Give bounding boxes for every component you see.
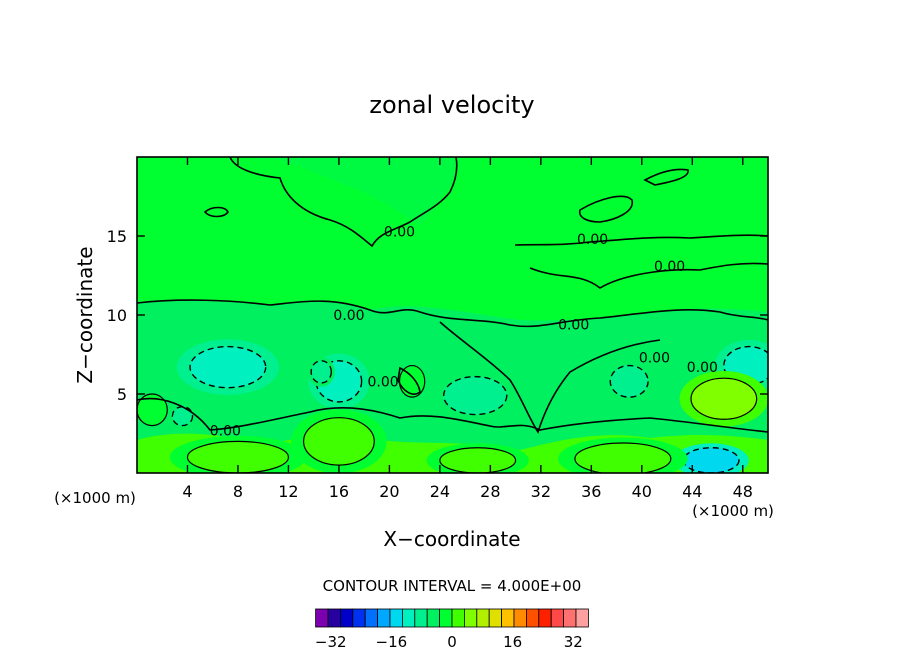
contour-line-loop-4 <box>397 366 421 395</box>
x-tick-label: 48 <box>733 482 753 501</box>
contour-line-middle-right <box>529 262 768 289</box>
contour-label: 0.00 <box>639 351 670 367</box>
contour-region-12 <box>137 393 168 427</box>
x-tick-label: 28 <box>480 482 500 501</box>
contour-lines <box>137 157 768 434</box>
contour-region-7 <box>302 417 375 466</box>
y-axis: 5 10 15 <box>107 227 768 404</box>
colorbar-swatch <box>414 608 428 628</box>
contour-region-11 <box>171 405 194 427</box>
x-tick-label: 44 <box>682 482 702 501</box>
colorbar-swatch <box>476 608 490 628</box>
contour-label: 0.00 <box>687 360 718 376</box>
contour-labels: 0.00 0.00 0.00 0.00 0.00 0.00 0.00 0.00 0.00 <box>210 224 718 439</box>
x-units-right: (×1000 m) <box>692 502 774 520</box>
x-tick-label: 12 <box>278 482 298 501</box>
y-tick-label: 15 <box>107 227 127 246</box>
colorbar-tick-label: 16 <box>503 633 522 651</box>
contour-label: 0.00 <box>558 317 589 333</box>
colorbar-swatch <box>488 608 503 628</box>
contour-line-upper-right <box>514 234 768 246</box>
contour-region-0 <box>189 345 267 389</box>
colorbar-swatch <box>327 608 341 628</box>
colorbar-swatch <box>526 608 540 628</box>
x-tick-label: 16 <box>329 482 349 501</box>
colorbar-swatch <box>377 608 391 628</box>
colorbar-swatch <box>389 608 403 628</box>
chart-title: zonal velocity <box>369 91 534 119</box>
contour-region-3 <box>609 364 649 398</box>
colorbar-swatch <box>352 608 366 628</box>
contour-features <box>137 339 768 473</box>
contour-interval-text: CONTOUR INTERVAL = 4.000E+00 <box>323 577 582 595</box>
contour-region-13 <box>310 360 333 384</box>
colorbar-swatch <box>550 608 565 628</box>
colorbar-swatch <box>501 608 515 628</box>
contour-line-upper <box>229 157 458 248</box>
colorbar-swatch <box>463 608 478 628</box>
y-axis-label: Z−coordinate <box>73 246 97 383</box>
colorbar-swatch <box>563 608 577 628</box>
contour-line-lower <box>137 397 768 433</box>
colorbar-tick-label: 32 <box>564 633 583 651</box>
colorbar: −32 −16 0 16 32 <box>315 608 589 651</box>
contour-region-6 <box>690 377 758 420</box>
colorbar-tick-label: −16 <box>376 633 408 651</box>
contour-line-valley <box>439 321 661 434</box>
contour-label: 0.00 <box>384 224 415 240</box>
x-units-left: (×1000 m) <box>54 489 136 507</box>
plot-area <box>137 157 768 473</box>
colorbar-swatch <box>538 608 552 628</box>
contour-region-9 <box>439 447 517 473</box>
x-axis: 4 8 12 16 20 24 28 32 36 40 44 48 <box>182 157 753 501</box>
contour-label: 0.00 <box>654 259 685 275</box>
colorbar-tick-label: −32 <box>315 633 347 651</box>
colorbar-tick-label: 0 <box>447 633 457 651</box>
y-tick-label: 10 <box>107 306 127 325</box>
y-tick-label: 5 <box>117 385 127 404</box>
colorbar-swatch <box>439 608 453 628</box>
x-tick-label: 8 <box>233 482 243 501</box>
colorbar-swatch <box>364 608 379 628</box>
colorbar-swatch <box>339 608 354 628</box>
x-tick-label: 32 <box>531 482 551 501</box>
contour-region-2 <box>442 375 508 416</box>
contour-region-10 <box>574 442 672 473</box>
colorbar-swatch <box>401 608 416 628</box>
contour-label: 0.00 <box>577 232 608 248</box>
x-axis-label: X−coordinate <box>383 527 520 551</box>
colorbar-swatch <box>426 608 441 628</box>
contour-line-main <box>137 299 768 328</box>
colorbar-swatch <box>451 608 465 628</box>
x-tick-label: 20 <box>379 482 399 501</box>
contour-line-loop-3 <box>203 206 229 218</box>
x-tick-label: 40 <box>632 482 652 501</box>
colorbar-swatch <box>575 608 589 628</box>
x-tick-label: 4 <box>182 482 192 501</box>
contour-region-14 <box>398 364 426 398</box>
contour-region-8 <box>186 440 290 473</box>
contour-label: 0.00 <box>368 374 399 390</box>
contour-line-loop-1 <box>578 195 633 223</box>
colorbar-swatch <box>315 608 329 628</box>
x-tick-label: 36 <box>581 482 601 501</box>
colorbar-swatch <box>513 608 527 628</box>
contour-line-loop-2 <box>643 168 689 186</box>
mid-field-region <box>230 157 456 225</box>
contour-label: 0.00 <box>210 423 241 439</box>
x-tick-label: 24 <box>430 482 450 501</box>
contour-label: 0.00 <box>333 308 364 324</box>
